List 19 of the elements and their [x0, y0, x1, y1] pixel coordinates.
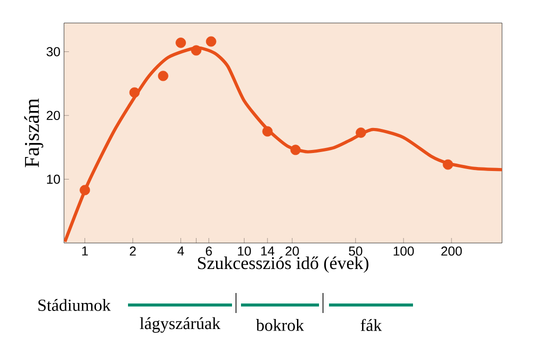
- x-axis-title: Szukcessziós idő (évek): [198, 256, 368, 273]
- x-tick-label: 10: [238, 246, 251, 256]
- x-tick-label: 2: [130, 246, 136, 256]
- x-tick-label: 4: [177, 246, 184, 256]
- x-tick-label: 20: [286, 246, 299, 256]
- x-tick-label: 14: [261, 246, 274, 256]
- text: bokrok: [256, 319, 304, 331]
- text: Stádiumok: [38, 299, 111, 311]
- x-tick-label: 100: [394, 246, 414, 256]
- x-tick-label: 50: [348, 246, 362, 256]
- x-tick-label: 6: [206, 246, 212, 256]
- text: lágyszárúak: [140, 317, 220, 333]
- text: fák: [360, 318, 382, 332]
- y-tick-label: 10: [47, 174, 60, 184]
- y-axis-title: Fajszám: [24, 98, 44, 168]
- y-tick-label: 30: [46, 47, 60, 56]
- x-tick-label: 200: [441, 246, 462, 256]
- y-tick-label: 20: [46, 110, 60, 120]
- x-tick-label: 1: [82, 246, 88, 256]
